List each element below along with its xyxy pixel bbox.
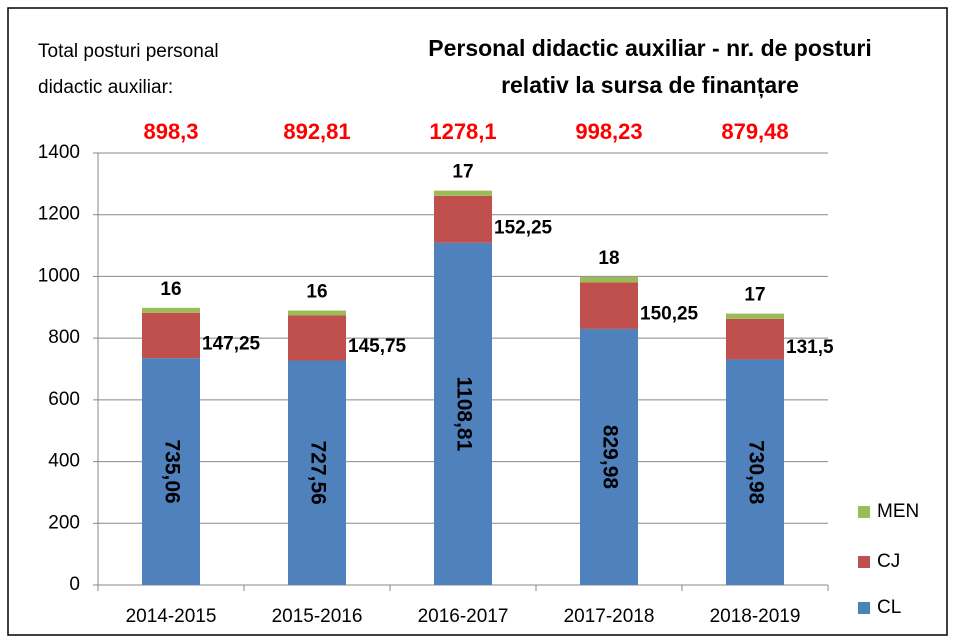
x-tick-label: 2016-2017: [418, 606, 509, 627]
chart-title: Personal didactic auxiliar - nr. de post…: [428, 35, 872, 61]
bar-segment: [580, 276, 638, 283]
bar-segment: [142, 358, 200, 585]
total-label: 1278,1: [429, 119, 496, 144]
y-tick-label: 800: [48, 327, 80, 348]
bar-segment: [288, 310, 346, 316]
data-label: 18: [598, 248, 619, 269]
data-label: 17: [452, 162, 473, 183]
legend-label: CJ: [877, 551, 900, 572]
bar-segment: [580, 282, 638, 329]
legend-swatch: [858, 602, 870, 614]
legend-swatch: [858, 506, 870, 518]
data-label: 17: [744, 285, 765, 306]
total-label: 898,3: [143, 119, 198, 144]
total-label: 892,81: [283, 119, 350, 144]
annotation: didactic auxiliar:: [38, 77, 173, 98]
y-tick-label: 0: [69, 574, 80, 595]
data-label: 730,98: [744, 440, 767, 505]
data-label: 16: [160, 279, 181, 300]
data-label: 150,25: [640, 304, 699, 325]
y-tick-label: 1400: [38, 142, 80, 163]
annotation: Total posturi personal: [38, 41, 219, 62]
data-label: 735,06: [160, 439, 183, 503]
y-tick-label: 200: [48, 512, 80, 533]
bar-segment: [726, 318, 784, 360]
legend-swatch: [858, 556, 870, 568]
bar-segment: [434, 190, 492, 196]
data-label: 145,75: [348, 336, 407, 357]
bar-segment: [434, 242, 492, 586]
chart-title: relativ la sursa de finanțare: [501, 72, 799, 99]
data-label: 727,56: [306, 441, 329, 505]
bar-segment: [142, 312, 200, 359]
y-tick-label: 600: [48, 389, 80, 410]
x-tick-label: 2015-2016: [272, 606, 363, 627]
data-label: 147,25: [202, 333, 261, 354]
bar-segment: [288, 315, 346, 361]
y-tick-label: 1200: [38, 204, 80, 225]
data-label: 16: [306, 282, 327, 303]
data-label: 829,98: [598, 425, 621, 490]
y-tick-label: 400: [48, 451, 80, 472]
bar-segment: [142, 307, 200, 313]
bar-segment: [288, 360, 346, 585]
legend-label: CL: [877, 597, 901, 618]
legend-label: MEN: [877, 501, 919, 522]
total-label: 998,23: [575, 119, 642, 144]
bar-segment: [726, 359, 784, 585]
x-tick-label: 2017-2018: [564, 606, 655, 627]
x-tick-label: 2014-2015: [126, 606, 217, 627]
bar-segment: [726, 313, 784, 319]
total-label: 879,48: [721, 119, 788, 144]
data-label: 1108,81: [452, 377, 475, 452]
bar-segment: [580, 328, 638, 585]
y-tick-label: 1000: [38, 265, 80, 286]
data-label: 152,25: [494, 217, 553, 238]
data-label: 131,5: [786, 337, 834, 358]
x-tick-label: 2018-2019: [710, 606, 801, 627]
bar-segment: [434, 195, 492, 243]
